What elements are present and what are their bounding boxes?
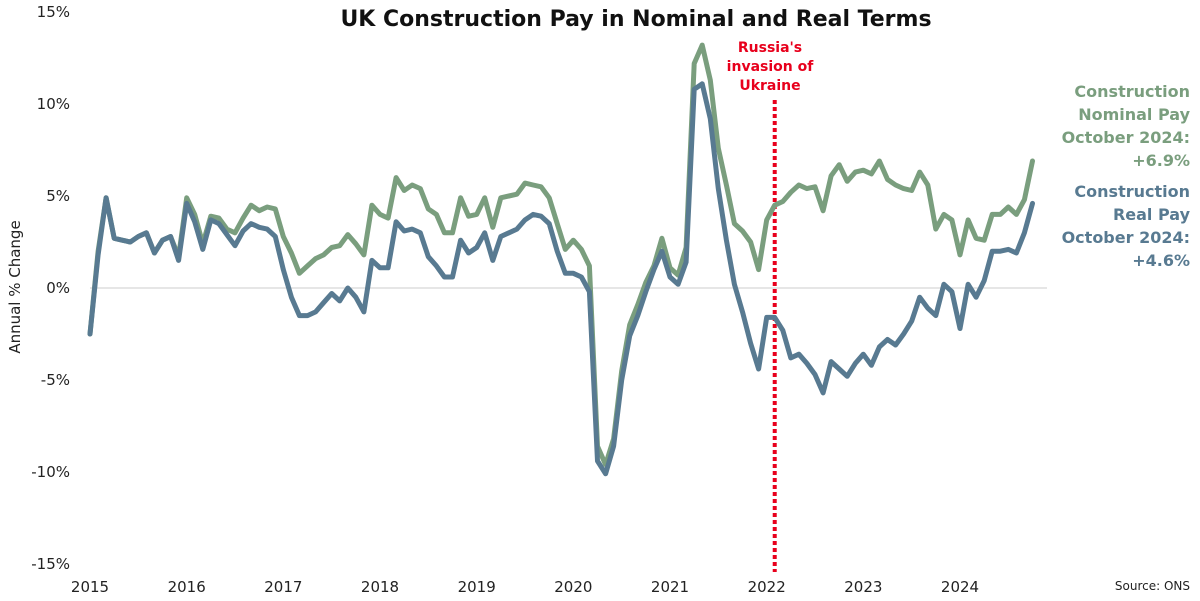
nominal-pay-label: Construction Nominal Pay October 2024: +6.9… [1062, 82, 1191, 170]
x-tick-label: 2017 [264, 578, 302, 596]
y-tick-label: 15% [37, 3, 70, 21]
x-ticks: 2015 2016 2017 2018 2019 2020 2021 2022 2023 2024 [71, 578, 979, 596]
x-tick-label: 2015 [71, 578, 109, 596]
x-tick-label: 2023 [844, 578, 882, 596]
series-label-line: Construction [1074, 182, 1190, 201]
invasion-annotation-line: Ukraine [739, 78, 800, 94]
invasion-annotation-line: Russia's [738, 40, 802, 56]
series-label-line: October 2024: [1062, 128, 1190, 147]
y-tick-label: -5% [41, 371, 70, 389]
series-label-line: +6.9% [1132, 151, 1190, 170]
x-tick-label: 2020 [554, 578, 592, 596]
x-tick-label: 2022 [748, 578, 786, 596]
y-tick-label: -15% [31, 555, 70, 573]
series-label-line: October 2024: [1062, 228, 1190, 247]
y-axis-label: Annual % Change [6, 220, 24, 353]
chart-title: UK Construction Pay in Nominal and Real … [340, 7, 931, 32]
series-label-line: Construction [1074, 82, 1190, 101]
nominal-pay-line [87, 42, 1035, 468]
y-ticks: 15% 10% 5% 0% -5% -10% -15% [31, 3, 70, 573]
series-group [87, 42, 1035, 477]
series-label-line: +4.6% [1132, 251, 1190, 270]
y-tick-label: 10% [37, 95, 70, 113]
x-tick-label: 2021 [651, 578, 689, 596]
real-pay-line [87, 81, 1035, 477]
series-label-line: Nominal Pay [1078, 105, 1190, 124]
x-tick-label: 2019 [458, 578, 496, 596]
x-tick-label: 2018 [361, 578, 399, 596]
real-pay-label: Construction Real Pay October 2024: +4.6% [1062, 182, 1191, 270]
series-label-line: Real Pay [1113, 205, 1191, 224]
x-tick-label: 2024 [941, 578, 979, 596]
y-tick-label: 0% [46, 279, 70, 297]
invasion-annotation: Russia's invasion of Ukraine [727, 40, 815, 94]
source-note: Source: ONS [1115, 579, 1190, 593]
y-tick-label: -10% [31, 463, 70, 481]
y-tick-label: 5% [46, 187, 70, 205]
x-tick-label: 2016 [168, 578, 206, 596]
invasion-annotation-line: invasion of [727, 59, 815, 75]
